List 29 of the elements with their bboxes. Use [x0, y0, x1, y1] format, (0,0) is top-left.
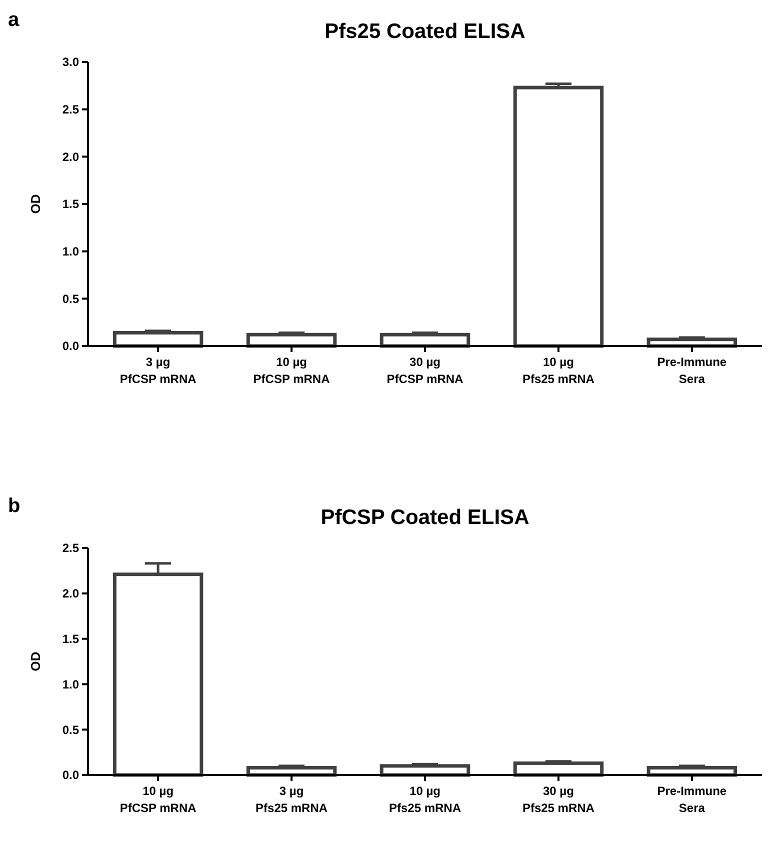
- x-tick-label: 10 µg Pfs25 mRNA: [522, 355, 595, 386]
- y-tick-label: 0.5: [62, 722, 80, 737]
- y-tick-label: 1.0: [62, 244, 80, 259]
- text: b: [8, 495, 20, 517]
- y-tick-label: 2.5: [62, 102, 80, 117]
- x-tick-label: 10 µg Pfs25 mRNA: [388, 784, 462, 815]
- x-tick-label: 10 µg PfCSP mRNA: [253, 355, 330, 386]
- y-tick-label: 3.0: [62, 55, 80, 70]
- y-axis-title: OD: [28, 652, 43, 672]
- y-axis-title: OD: [28, 194, 43, 214]
- chart-title: PfCSP Coated ELISA: [320, 506, 530, 529]
- y-tick-label: 2.0: [62, 150, 80, 164]
- x-tick-label: 3 µg PfCSP mRNA: [120, 355, 197, 386]
- y-tick-label: 0.0: [62, 339, 80, 354]
- x-tick-label: 30 µg PfCSP mRNA: [386, 355, 464, 386]
- y-tick-label: 0.5: [62, 292, 80, 306]
- x-tick-label: 10 µg PfCSP mRNA: [120, 784, 197, 815]
- text: a: [8, 9, 20, 31]
- x-tick-label: Pre-Immune Sera: [657, 784, 727, 815]
- y-tick-label: 1.0: [62, 677, 80, 692]
- chart-title: Pfs25 Coated ELISA: [324, 20, 526, 43]
- y-tick-label: 2.0: [62, 586, 80, 601]
- y-tick-label: 0.0: [62, 768, 80, 782]
- y-tick-label: 1.5: [62, 632, 80, 646]
- y-tick-label: 1.5: [62, 197, 80, 212]
- x-tick-label: 3 µg Pfs25 mRNA: [256, 784, 328, 815]
- y-tick-label: 2.5: [62, 541, 80, 556]
- x-tick-label: 30 µg Pfs25 mRNA: [522, 784, 595, 815]
- x-tick-label: Pre-Immune Sera: [657, 355, 727, 386]
